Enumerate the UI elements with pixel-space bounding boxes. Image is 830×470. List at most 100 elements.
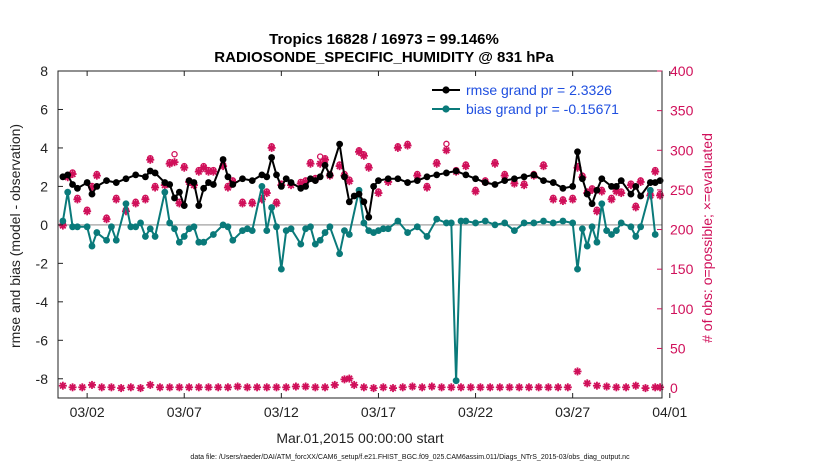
y-tick-label: 8 [40, 63, 48, 79]
bias-point [74, 223, 81, 231]
series-layer [59, 140, 664, 385]
bias-point [588, 223, 596, 231]
bias-point [321, 229, 329, 236]
obs-evaluated-point [117, 384, 126, 393]
bias-point [316, 236, 324, 244]
bias-point [404, 229, 411, 236]
rmse-point [491, 181, 499, 188]
bias-point [423, 233, 431, 240]
x-tick-label: 04/01 [652, 404, 687, 420]
rmse-point [370, 183, 377, 190]
rmse-point [224, 173, 232, 181]
bias-point [297, 240, 305, 248]
obs-evaluated-point [592, 207, 601, 216]
bias-point [171, 225, 178, 233]
bias-point [258, 183, 266, 190]
rmse-point [263, 173, 271, 181]
bias-point [69, 223, 76, 231]
obs-evaluated-point [146, 380, 155, 389]
bias-point [141, 233, 149, 240]
rmse-point [273, 171, 280, 179]
rmse-point [569, 183, 577, 190]
obs-evaluated-point [301, 382, 310, 391]
obs-evaluated-point [524, 383, 533, 392]
bias-point [540, 217, 547, 225]
rmse-point [443, 169, 450, 177]
obs-evaluated-point [146, 155, 155, 164]
bias-point [326, 223, 334, 231]
obs-possible-point [443, 140, 450, 148]
obs-evaluated-point [359, 151, 368, 160]
bias-point [637, 223, 645, 231]
rmse-point [559, 184, 567, 192]
bias-point [612, 227, 620, 235]
y-tick-label: -6 [36, 332, 49, 348]
chart-title: Tropics 16828 / 16973 = 99.146% [269, 31, 499, 48]
bias-point [447, 219, 455, 227]
obs-evaluated-point [141, 195, 150, 204]
rmse-point [268, 154, 276, 161]
plot-frame [57, 70, 663, 399]
bias-point [574, 265, 581, 273]
obs-evaluated-point [471, 187, 480, 196]
obs-evaluated-point [359, 383, 368, 392]
bias-point [646, 186, 654, 194]
bias-point [132, 223, 140, 231]
obs-evaluated-point [393, 143, 402, 152]
bias-point [360, 219, 368, 227]
obs-evaluated-point [58, 381, 67, 390]
bias-point [462, 217, 470, 225]
y-tick-label: 0 [40, 217, 48, 233]
obs-evaluated-point [617, 189, 626, 198]
obs-evaluated-point [563, 383, 572, 392]
obs-evaluated-point [151, 183, 160, 192]
rmse-point [345, 198, 353, 206]
obs-evaluated-point [573, 367, 582, 376]
bias-point [88, 242, 96, 250]
obs-evaluated-point [515, 383, 524, 392]
bias-point [64, 188, 72, 196]
bias-point [151, 233, 159, 240]
rmse-point [239, 175, 246, 183]
y-axis-label: rmse and bias (model - observation) [7, 124, 23, 348]
bias-point [379, 225, 387, 233]
bias-point [569, 219, 577, 227]
legend-bias-text: bias grand pr = -0.15671 [466, 101, 619, 117]
bias-point [384, 225, 392, 233]
rmse-point [608, 183, 615, 190]
obs-evaluated-point [248, 199, 257, 208]
obs-evaluated-point [112, 195, 121, 204]
rmse-point [151, 169, 159, 177]
bias-point [224, 223, 232, 231]
bias-point [341, 227, 348, 235]
obs-evaluated-point [389, 384, 398, 393]
footer-data-file: data file: /Users/raeder/DAI/ATM_forcXX/… [190, 454, 630, 461]
y-tick-label: 4 [40, 140, 48, 156]
obs-evaluated-point [345, 374, 354, 383]
rmse-point [277, 183, 285, 190]
rmse-point [452, 167, 460, 175]
obs-evaluated-point [83, 207, 92, 216]
bias-point [603, 227, 611, 235]
rmse-point [195, 202, 203, 210]
obs-evaluated-point [340, 375, 349, 384]
rmse-point [122, 175, 130, 183]
obs-evaluated-point [155, 383, 164, 392]
obs-evaluated-point [622, 383, 631, 392]
y-right-tick-label: 200 [670, 222, 694, 238]
rmse-point [510, 175, 518, 183]
obs-evaluated-point [398, 383, 407, 392]
obs-evaluated-point [612, 383, 621, 392]
bias-point [510, 227, 518, 235]
bias-point [311, 240, 319, 248]
bias-point [112, 236, 120, 244]
rmse-point [627, 190, 635, 198]
rmse-point [612, 183, 620, 190]
rmse-point [341, 173, 348, 181]
bias-point [627, 223, 635, 231]
rmse-point [83, 179, 91, 186]
y-tick-label: -4 [36, 294, 49, 310]
bias-point [103, 236, 110, 244]
obs-evaluated-point [233, 382, 242, 391]
x-tick-label: 03/02 [70, 404, 105, 420]
